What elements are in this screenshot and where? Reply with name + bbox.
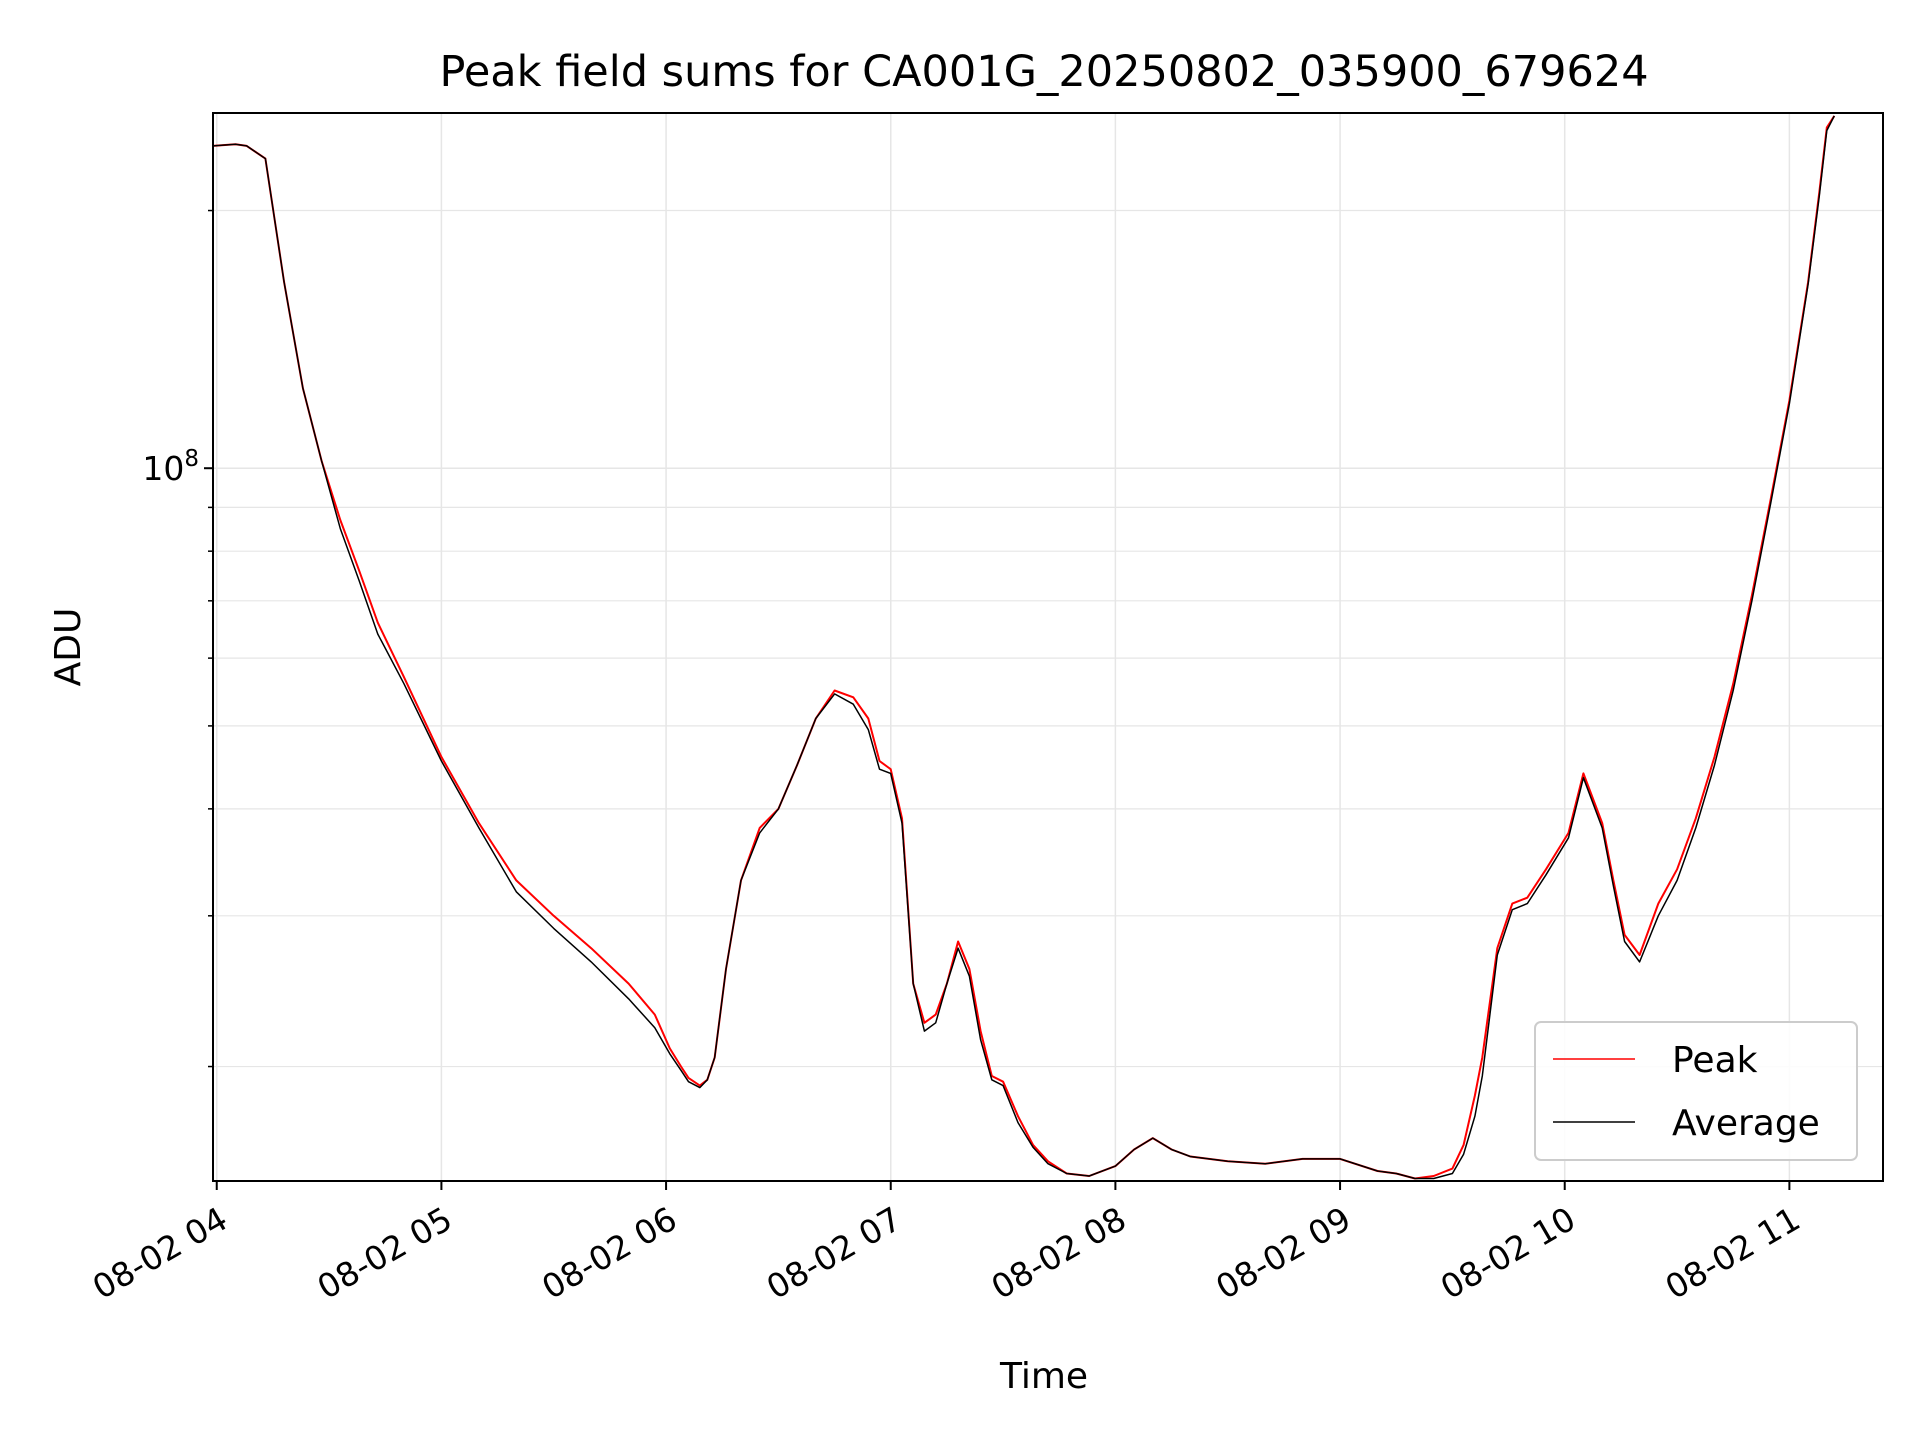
chart-title: Peak field sums for CA001G_20250802_0359…: [439, 47, 1648, 97]
legend-label-average: Average: [1672, 1103, 1820, 1144]
series-line-average: [212, 115, 1835, 1180]
legend: Peak Average: [1534, 1021, 1858, 1161]
y-axis-label: ADU: [48, 608, 89, 687]
series-layer: [212, 115, 1836, 1180]
legend-label-peak: Peak: [1672, 1040, 1758, 1081]
plot-frame: [212, 112, 1884, 1182]
y-tick-label: 108: [142, 446, 199, 488]
legend-box: [1534, 1021, 1858, 1161]
x-axis-label: Time: [999, 1356, 1088, 1397]
series-line-peak: [212, 115, 1836, 1180]
plot-area: [213, 113, 1883, 1181]
